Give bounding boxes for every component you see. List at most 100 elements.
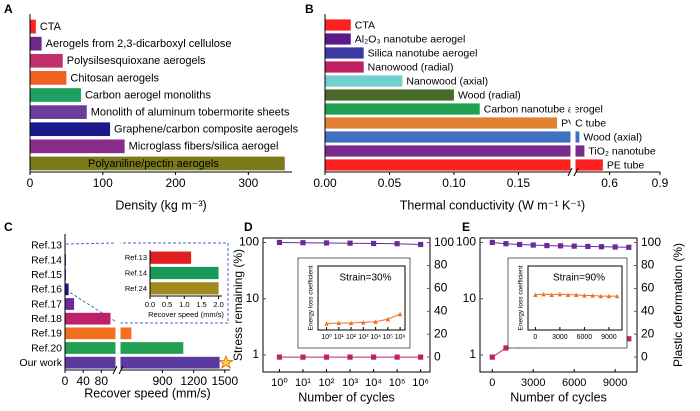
y2-tick-label: 80: [641, 258, 655, 272]
marker: [544, 242, 550, 249]
category-label: Al₂O₃ nanotube aerogel: [355, 33, 466, 45]
category-label: Ref.14: [125, 268, 147, 277]
x-tick-label: 9000: [601, 334, 617, 341]
marker: [598, 293, 603, 299]
x-tick-label: 6000: [562, 377, 586, 389]
y2-axis-label: Plastic deformation (%): [671, 243, 685, 367]
marker: [590, 293, 595, 298]
bar: [65, 327, 132, 340]
y2-tick-label: 60: [641, 281, 655, 295]
bar: [30, 53, 63, 68]
marker: [585, 243, 591, 250]
category-label: Ref.16: [31, 284, 62, 296]
annotation: Strain=30%: [340, 273, 392, 284]
y2-tick-label: 20: [434, 326, 448, 340]
x-tick-label: 0: [62, 374, 69, 388]
x-tick-label: 3000: [552, 334, 568, 341]
marker: [533, 292, 538, 297]
marker: [373, 319, 378, 324]
category-label: Microglass fibers/silica aerogel: [129, 141, 279, 153]
category-label: Ref.13: [125, 253, 147, 262]
marker: [323, 240, 330, 246]
bar: [150, 282, 219, 295]
x-tick-label: 10⁴: [370, 334, 381, 341]
category-label: Silica nanotube aerogel: [368, 47, 478, 59]
x-tick-label: 10²: [319, 377, 335, 389]
x-tick-label: 0.00: [313, 176, 337, 190]
panel-letter: D: [244, 220, 253, 234]
marker: [557, 243, 564, 249]
bar: [65, 298, 75, 310]
bar: [325, 117, 558, 129]
category-label: Chitosan aerogels: [70, 72, 159, 84]
marker: [385, 316, 391, 322]
category-label: Ref.20: [31, 342, 62, 354]
y-axis-label: Stress remaining (%): [231, 249, 245, 361]
category-label: Aerogels from 2,3-dicarboxyl cellulose: [46, 38, 232, 50]
marker: [370, 354, 377, 360]
category-label: Ref.18: [31, 313, 62, 325]
axis-break-mark: [567, 167, 573, 177]
x-tick-label: 200: [166, 176, 186, 190]
x-tick-label: 0.10: [442, 176, 466, 190]
bar: [325, 103, 480, 115]
x-tick-label: 0.15: [507, 176, 531, 190]
x-tick-label: 6000: [577, 334, 593, 341]
axes-frame: [317, 265, 406, 331]
category-label: Graphene/carbon composite aerogels: [114, 124, 299, 136]
y-tick-label: 100: [456, 235, 476, 249]
x-tick-label: 1200: [180, 374, 207, 388]
x-tick-label: 10³: [358, 334, 369, 341]
y2-tick-label: 20: [641, 326, 655, 340]
y2-tick-label: 40: [434, 303, 448, 317]
axis-break-gap: [115, 236, 121, 374]
bar: [325, 61, 364, 73]
x-tick-label: 0.0: [145, 300, 155, 309]
y2-tick-label: 0: [434, 349, 441, 363]
bar: [325, 159, 603, 171]
category-label: Ref.19: [31, 328, 62, 340]
y-tick-label: 1: [469, 347, 476, 361]
x-tick-label: 0.5: [162, 300, 172, 309]
category-label: Nanowood (axial): [406, 75, 488, 87]
category-label: CTA: [355, 19, 375, 31]
y2-tick-label: 60: [434, 281, 448, 295]
marker: [276, 239, 283, 246]
x-tick-label: 10⁰: [271, 377, 288, 389]
x-tick-label: 0.05: [378, 176, 402, 190]
y-tick-label: 100: [239, 235, 259, 249]
category-label: Our work: [19, 357, 62, 369]
x-tick-label: 40: [77, 374, 91, 388]
category-label: Ref.15: [31, 269, 62, 281]
category-label: Nanowood (radial): [368, 61, 454, 73]
marker: [598, 244, 605, 250]
bar: [150, 266, 219, 280]
y2-tick-label: 80: [434, 258, 448, 272]
bar: [65, 283, 69, 296]
category-label: Monolith of aluminum tobermorite sheets: [91, 107, 290, 119]
marker: [614, 293, 620, 299]
x-axis-label: Number of cycles: [510, 390, 607, 404]
x-axis-label: Number of cycles: [298, 390, 395, 404]
x-tick-label: 10³: [342, 377, 358, 389]
marker: [565, 292, 571, 297]
x-tick-label: 10⁵: [383, 334, 394, 341]
bar: [30, 19, 36, 34]
x-tick-label: 10¹: [295, 377, 311, 389]
axis-break-mark: [118, 365, 124, 375]
bar: [150, 251, 192, 264]
x-axis-label: Thermal conductivity (W m⁻¹ K⁻¹): [400, 198, 585, 212]
bar: [325, 131, 580, 143]
marker: [503, 241, 509, 247]
bar: [30, 139, 125, 154]
annotation: Strain=90%: [553, 273, 605, 284]
marker: [394, 354, 400, 360]
x-tick-label: 10⁴: [365, 377, 382, 389]
bar: [325, 47, 364, 59]
marker: [397, 311, 403, 317]
marker: [612, 244, 618, 250]
x-tick-label: 10⁶: [395, 334, 406, 341]
bar: [325, 19, 351, 31]
x-tick-label: 1.5: [196, 300, 206, 309]
category-label: Carbon aerogel monoliths: [85, 89, 211, 101]
